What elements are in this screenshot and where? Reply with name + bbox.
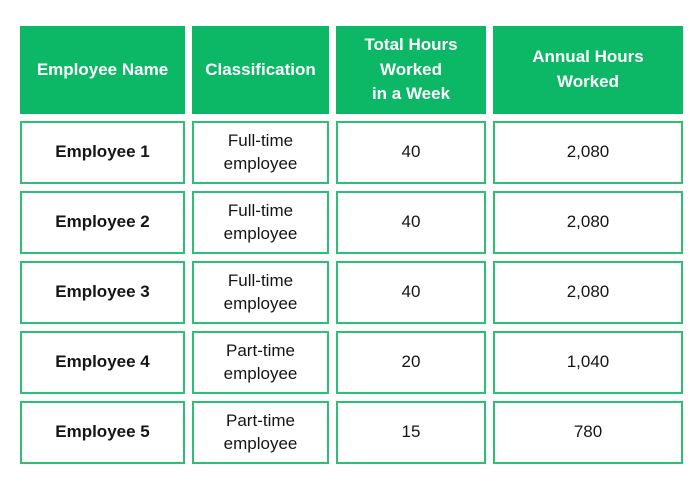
annual-hours-value: 1,040 bbox=[566, 352, 610, 372]
classification-text-line: Part-time bbox=[226, 340, 295, 360]
annual-hours-value: 780 bbox=[573, 422, 603, 442]
classification-text-line: employee bbox=[223, 223, 298, 243]
header-label-line: Annual Hours bbox=[532, 47, 644, 67]
cell-weekly-hours: 40 bbox=[336, 121, 486, 184]
weekly-hours-value: 40 bbox=[401, 142, 421, 162]
cell-employee-name: Employee 4 bbox=[20, 331, 185, 394]
classification-text-line: employee bbox=[223, 153, 298, 173]
classification-text-line: Part-time bbox=[226, 410, 295, 430]
cell-employee-name: Employee 2 bbox=[20, 191, 185, 254]
header-cell-classification: Classification bbox=[192, 26, 329, 114]
employee-name-text: Employee 5 bbox=[55, 422, 150, 442]
cell-employee-name: Employee 5 bbox=[20, 401, 185, 464]
header-cell-weekly-hours: Total Hours Worked in a Week bbox=[336, 26, 486, 114]
cell-classification: Full-time employee bbox=[192, 191, 329, 254]
weekly-hours-value: 40 bbox=[401, 212, 421, 232]
cell-weekly-hours: 20 bbox=[336, 331, 486, 394]
header-label-line: Total Hours bbox=[364, 35, 458, 55]
header-label-line: Worked bbox=[556, 72, 620, 91]
cell-annual-hours: 2,080 bbox=[493, 191, 683, 254]
classification-text-line: Full-time bbox=[227, 130, 294, 150]
cell-weekly-hours: 15 bbox=[336, 401, 486, 464]
employee-name-text: Employee 3 bbox=[55, 282, 150, 302]
cell-weekly-hours: 40 bbox=[336, 261, 486, 324]
cell-classification: Full-time employee bbox=[192, 261, 329, 324]
cell-annual-hours: 780 bbox=[493, 401, 683, 464]
weekly-hours-value: 20 bbox=[401, 352, 421, 372]
classification-text-line: employee bbox=[223, 363, 298, 383]
header-label: Employee Name bbox=[36, 59, 169, 79]
header-cell-employee-name: Employee Name bbox=[20, 26, 185, 114]
employee-name-text: Employee 1 bbox=[55, 142, 150, 162]
weekly-hours-value: 15 bbox=[401, 422, 421, 442]
annual-hours-value: 2,080 bbox=[566, 212, 610, 232]
classification-text-line: Full-time bbox=[227, 200, 294, 220]
employee-hours-table: Employee Name Classification Total Hours… bbox=[20, 26, 683, 464]
header-label-line: in a Week bbox=[371, 84, 451, 104]
cell-classification: Part-time employee bbox=[192, 401, 329, 464]
header-cell-annual-hours: Annual Hours Worked bbox=[493, 26, 683, 114]
header-label-line: Worked bbox=[379, 59, 443, 79]
employee-name-text: Employee 2 bbox=[55, 212, 150, 232]
cell-employee-name: Employee 1 bbox=[20, 121, 185, 184]
classification-text-line: employee bbox=[223, 433, 298, 453]
cell-employee-name: Employee 3 bbox=[20, 261, 185, 324]
annual-hours-value: 2,080 bbox=[566, 142, 610, 162]
cell-annual-hours: 2,080 bbox=[493, 121, 683, 184]
classification-text-line: employee bbox=[223, 293, 298, 313]
annual-hours-value: 2,080 bbox=[566, 282, 610, 302]
cell-annual-hours: 2,080 bbox=[493, 261, 683, 324]
cell-weekly-hours: 40 bbox=[336, 191, 486, 254]
cell-classification: Full-time employee bbox=[192, 121, 329, 184]
cell-classification: Part-time employee bbox=[192, 331, 329, 394]
cell-annual-hours: 1,040 bbox=[493, 331, 683, 394]
weekly-hours-value: 40 bbox=[401, 282, 421, 302]
employee-name-text: Employee 4 bbox=[55, 352, 150, 372]
header-label: Classification bbox=[205, 59, 316, 79]
classification-text-line: Full-time bbox=[227, 270, 294, 290]
